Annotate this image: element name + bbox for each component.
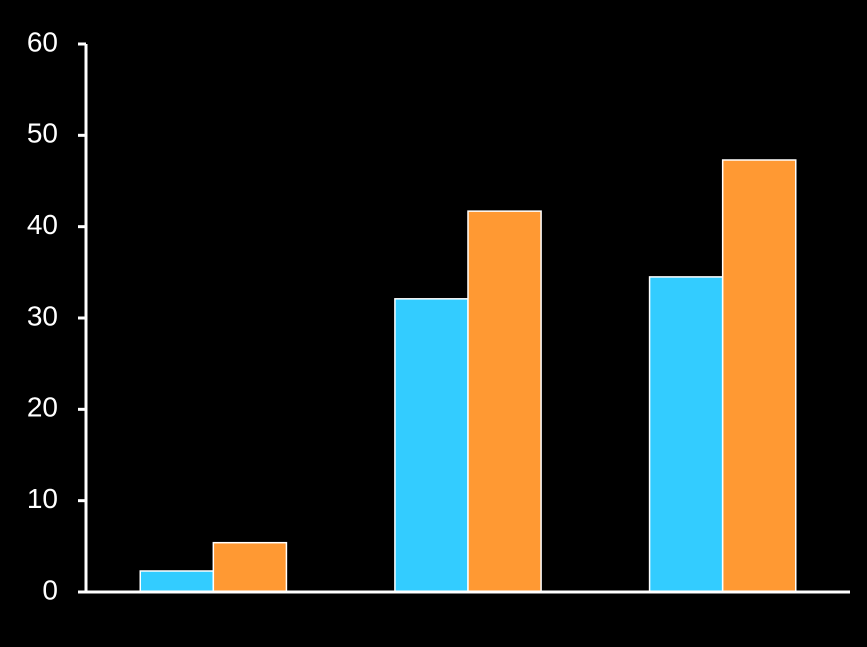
y-tick-label: 20 — [27, 392, 58, 423]
y-tick-label: 10 — [27, 483, 58, 514]
bar — [721, 159, 797, 593]
y-tick-label: 60 — [27, 26, 58, 57]
bar — [467, 210, 542, 593]
bar — [139, 570, 215, 593]
bar — [648, 276, 724, 593]
bar — [394, 298, 469, 593]
bar — [212, 541, 288, 593]
y-tick-label: 30 — [27, 300, 58, 331]
y-tick-label: 0 — [42, 574, 58, 605]
y-tick-label: 50 — [27, 118, 58, 149]
y-tick-label: 40 — [27, 209, 58, 240]
